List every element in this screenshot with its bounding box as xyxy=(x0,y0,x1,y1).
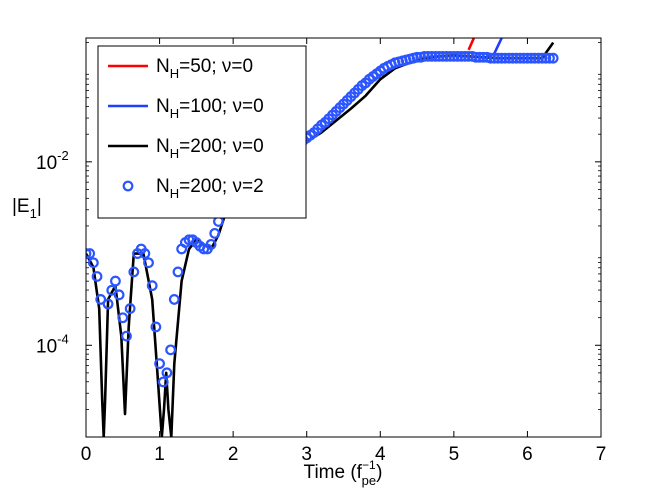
data-point xyxy=(209,227,221,239)
data-point xyxy=(110,275,121,287)
data-point xyxy=(411,51,423,63)
data-point xyxy=(474,51,486,63)
data-point xyxy=(430,50,441,62)
data-point xyxy=(419,50,430,62)
data-point xyxy=(503,52,515,64)
data-point xyxy=(87,257,99,269)
data-point xyxy=(91,271,103,282)
data-point xyxy=(422,50,434,62)
data-point xyxy=(533,52,544,64)
data-point xyxy=(117,312,129,324)
data-point xyxy=(86,248,92,259)
legend-box xyxy=(97,45,307,219)
data-point xyxy=(452,50,463,62)
data-point xyxy=(172,266,184,278)
data-point xyxy=(448,50,460,62)
data-point xyxy=(139,248,151,259)
y-tick-labels: 10-410-2100 xyxy=(36,148,69,357)
data-point xyxy=(128,266,140,278)
series-line-1 xyxy=(486,38,504,58)
data-point xyxy=(433,50,445,62)
legend: NH=50; ν=0 NH=100; ν=0 NH=200; ν=0 NH=200; … xyxy=(97,45,307,219)
data-point xyxy=(547,52,559,64)
x-tick-label: 7 xyxy=(596,444,607,465)
data-point xyxy=(150,321,162,333)
data-point xyxy=(529,52,541,64)
legend-label-3: NH=200; ν=2 xyxy=(156,176,264,201)
data-point xyxy=(536,52,548,64)
data-point xyxy=(441,50,452,62)
data-point xyxy=(205,238,217,250)
data-point xyxy=(165,344,177,356)
data-point xyxy=(437,50,449,62)
data-point xyxy=(463,50,474,62)
data-point xyxy=(102,298,114,310)
data-point xyxy=(488,52,500,64)
data-point xyxy=(514,52,526,64)
data-point xyxy=(540,52,552,64)
data-point xyxy=(121,330,132,342)
data-point xyxy=(146,280,158,292)
data-point xyxy=(499,52,511,64)
x-tick-label: 3 xyxy=(301,444,312,465)
data-point xyxy=(459,50,471,62)
y-tick-label: 10-2 xyxy=(36,148,69,174)
plot-frame xyxy=(85,37,602,438)
data-point xyxy=(518,52,530,64)
data-point xyxy=(444,50,456,62)
data-point xyxy=(496,52,508,64)
data-point xyxy=(113,289,125,301)
legend-label-2: NH=200; ν=0 xyxy=(156,136,264,161)
legend-label-1: NH=100; ν=0 xyxy=(156,96,264,121)
data-point xyxy=(525,52,537,64)
x-tick-label: 2 xyxy=(228,444,239,465)
x-tick-label: 1 xyxy=(154,444,165,465)
data-point xyxy=(470,51,482,63)
data-point xyxy=(124,303,136,314)
x-tick-label: 0 xyxy=(81,444,92,465)
data-point xyxy=(485,52,497,64)
x-axis-label: Time (f−1 pe) xyxy=(304,458,383,488)
data-point xyxy=(477,51,489,63)
data-point xyxy=(544,52,555,64)
data-point xyxy=(522,52,533,64)
data-point xyxy=(154,358,165,370)
data-point xyxy=(492,52,504,64)
data-point xyxy=(168,294,180,305)
y-axis-label: |E1| xyxy=(12,196,42,221)
x-tick-labels: 0 1 2 3 4 5 6 7 xyxy=(81,444,607,465)
legend-label-0: NH=50; ν=0 xyxy=(156,56,253,81)
legend-swatch-3 xyxy=(122,180,134,192)
x-tick-label: 6 xyxy=(522,444,533,465)
data-point xyxy=(198,243,210,255)
y-tick-label: 10-4 xyxy=(36,331,69,357)
series-line-0 xyxy=(467,38,476,51)
data-point xyxy=(143,257,154,269)
x-tick-label: 4 xyxy=(375,444,386,465)
data-point xyxy=(86,248,96,259)
data-point xyxy=(106,284,118,296)
data-point xyxy=(157,376,169,388)
data-point xyxy=(426,50,438,62)
data-point xyxy=(507,52,519,64)
data-point xyxy=(95,294,107,305)
data-point xyxy=(161,367,173,379)
data-point xyxy=(455,50,467,62)
data-point xyxy=(510,52,522,64)
x-tick-label: 5 xyxy=(449,444,460,465)
